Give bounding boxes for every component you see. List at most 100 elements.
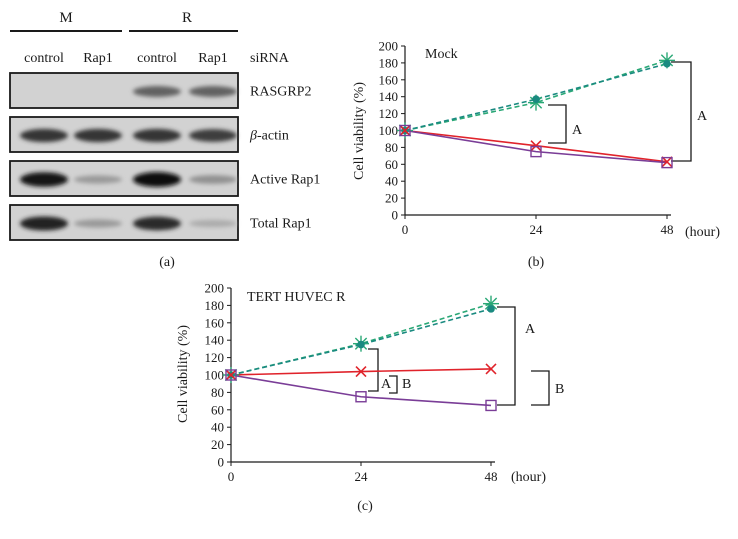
series-line-dot xyxy=(230,308,492,376)
x-tick-label: 24 xyxy=(530,222,544,237)
sirna-label: siRNA xyxy=(250,51,290,66)
series-line-square xyxy=(404,129,668,164)
bracket-label: A xyxy=(525,322,536,337)
y-tick-label: 0 xyxy=(218,455,225,470)
y-tick-label: 200 xyxy=(205,281,225,296)
bracket-label: B xyxy=(402,377,411,392)
x-tick-label: 48 xyxy=(661,222,674,237)
blot-band xyxy=(133,128,181,143)
x-tick-label: 0 xyxy=(228,469,235,484)
blot-band xyxy=(20,172,68,187)
lane-label: Rap1 xyxy=(83,51,113,66)
bracket xyxy=(548,104,567,144)
data-point-square xyxy=(225,369,237,381)
panel-label-b: (b) xyxy=(528,255,545,270)
data-point-dot xyxy=(357,340,365,349)
x-unit-c: (hour) xyxy=(511,470,546,485)
y-tick-label: 200 xyxy=(379,39,399,54)
data-point-x xyxy=(225,369,237,381)
blot-band xyxy=(133,172,181,187)
y-tick-label: 40 xyxy=(211,420,224,435)
data-point-square xyxy=(485,399,497,412)
data-point-square xyxy=(530,145,542,158)
blot-band xyxy=(20,216,68,231)
data-point-dot xyxy=(532,95,540,104)
data-point-dot xyxy=(487,305,495,313)
bracket-label: A xyxy=(381,377,392,392)
series-line-asterisk xyxy=(404,59,668,132)
group-label-m: M xyxy=(59,10,72,26)
data-point-x xyxy=(485,363,497,375)
bracket xyxy=(497,306,516,406)
blot-band xyxy=(189,219,237,228)
y-tick-label: 100 xyxy=(205,368,225,383)
y-tick-label: 80 xyxy=(211,385,224,400)
bracket-label: A xyxy=(697,109,708,124)
data-point-x xyxy=(399,124,411,137)
blot-band xyxy=(74,219,122,228)
data-point-x xyxy=(355,365,367,378)
lane-label: control xyxy=(137,51,177,66)
blot-band xyxy=(20,128,68,143)
y-tick-label: 20 xyxy=(385,191,398,206)
y-tick-label: 80 xyxy=(385,140,398,155)
y-tick-label: 180 xyxy=(205,298,225,313)
y-tick-label: 20 xyxy=(211,437,224,452)
series-line-dot xyxy=(404,62,668,132)
group-label-r: R xyxy=(182,10,192,26)
blot-row-label: β-actin xyxy=(249,129,289,144)
blot-band xyxy=(74,175,122,184)
y-tick-label: 60 xyxy=(385,157,398,172)
bracket xyxy=(368,348,379,392)
blot-row-label: RASGRP2 xyxy=(250,85,311,100)
chart-c: 0 20 40 60 80 100 120 140 160 180 200 A B A B TERT… xyxy=(176,281,564,515)
blot-band xyxy=(133,86,181,97)
blot-band xyxy=(189,86,237,97)
bracket-label: A xyxy=(572,123,583,138)
brackets-b: A A xyxy=(548,61,708,162)
blot-band xyxy=(189,129,237,142)
y-ticks-c: 0 20 40 60 80 100 120 140 160 180 200 xyxy=(205,281,231,470)
y-tick-label: 160 xyxy=(379,72,399,87)
y-tick-label: 180 xyxy=(379,55,399,70)
y-tick-label: 140 xyxy=(379,89,399,104)
data-point-square xyxy=(399,124,411,137)
blot-band xyxy=(133,216,181,231)
data-point-asterisk xyxy=(483,295,499,312)
y-tick-label: 0 xyxy=(392,208,399,223)
blot-rows: RASGRP2 β-actin Active Rap1 Total Rap1 xyxy=(9,72,320,241)
y-tick-label: 60 xyxy=(211,402,224,417)
panel-a: M R control Rap1 control Rap1 siRNA RASG… xyxy=(9,10,320,270)
y-tick-label: 120 xyxy=(379,106,399,121)
data-point-x xyxy=(530,140,542,152)
series-line-square xyxy=(230,374,492,407)
bracket xyxy=(671,61,692,162)
chart-annotation-c: TERT HUVEC R xyxy=(247,290,346,305)
y-axis-label-b: Cell viability (%) xyxy=(352,82,367,180)
lane-label: Rap1 xyxy=(198,51,228,66)
y-axis-label-c: Cell viability (%) xyxy=(176,325,191,423)
x-tick-label: 24 xyxy=(355,469,369,484)
panel-label-a: (a) xyxy=(159,255,175,270)
bracket-label: B xyxy=(555,382,564,397)
y-tick-label: 40 xyxy=(385,174,398,189)
blot-band xyxy=(74,128,122,143)
chart-annotation-b: Mock xyxy=(425,47,458,62)
lane-label: control xyxy=(24,51,64,66)
panel-label-c: (c) xyxy=(357,499,373,514)
bracket xyxy=(389,375,398,394)
x-tick-label: 0 xyxy=(402,222,409,237)
x-tick-label: 48 xyxy=(485,469,498,484)
y-tick-label: 120 xyxy=(205,350,225,365)
data-point-x xyxy=(661,156,673,168)
blot-row-label: Active Rap1 xyxy=(250,173,320,188)
x-unit-b: (hour) xyxy=(685,225,720,240)
data-point-square xyxy=(661,156,673,169)
bracket xyxy=(531,370,550,406)
brackets-c: A B A B xyxy=(368,306,564,406)
y-tick-label: 160 xyxy=(205,315,225,330)
y-tick-label: 100 xyxy=(379,123,399,138)
data-point-square xyxy=(355,391,367,403)
